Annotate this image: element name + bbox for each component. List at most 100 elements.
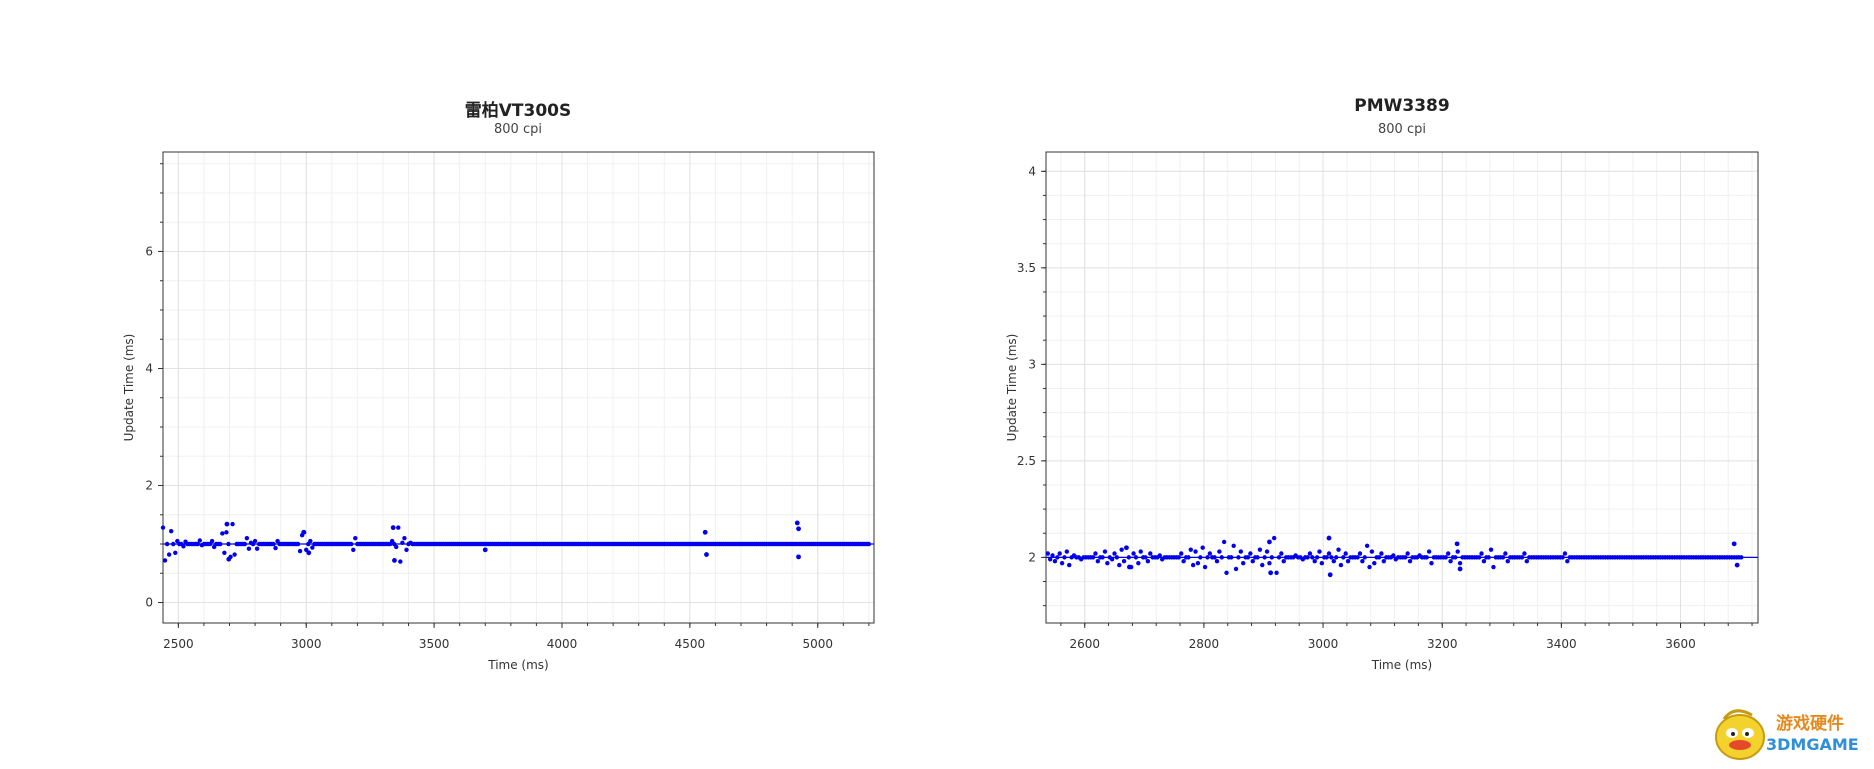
duck-mascot-icon bbox=[1715, 709, 1765, 760]
data-point bbox=[1188, 547, 1193, 552]
data-point bbox=[796, 554, 801, 560]
data-point bbox=[1255, 555, 1260, 560]
data-point bbox=[232, 552, 237, 557]
chart-subtitle: 800 cpi bbox=[1378, 122, 1426, 137]
data-point bbox=[181, 544, 186, 549]
data-point bbox=[1221, 539, 1227, 545]
data-point bbox=[1245, 555, 1251, 560]
x-tick-label: 2500 bbox=[163, 637, 194, 651]
data-point bbox=[1739, 555, 1744, 560]
data-point bbox=[1064, 549, 1070, 554]
data-point bbox=[1429, 560, 1434, 566]
data-point bbox=[1481, 559, 1487, 564]
data-point bbox=[1176, 555, 1182, 560]
data-point bbox=[1317, 549, 1322, 554]
data-point bbox=[295, 541, 301, 547]
data-point bbox=[1505, 559, 1510, 564]
data-point bbox=[1136, 560, 1141, 566]
data-point bbox=[271, 541, 276, 547]
data-point bbox=[1381, 559, 1387, 564]
data-point bbox=[226, 556, 232, 562]
data-point bbox=[1090, 555, 1096, 560]
data-point bbox=[1260, 562, 1265, 568]
data-point bbox=[1310, 555, 1315, 560]
data-point bbox=[1241, 560, 1246, 566]
data-point bbox=[1379, 551, 1384, 556]
data-point bbox=[1341, 555, 1346, 560]
data-point bbox=[1207, 551, 1213, 556]
data-point bbox=[1055, 555, 1060, 560]
x-tick-label: 3000 bbox=[291, 637, 322, 651]
watermark-text-en: 3DMGAME bbox=[1766, 735, 1859, 754]
data-point bbox=[351, 547, 356, 553]
data-point bbox=[1276, 555, 1282, 560]
data-point bbox=[1059, 560, 1065, 566]
data-point bbox=[1050, 553, 1055, 558]
data-point bbox=[1148, 551, 1153, 556]
data-point bbox=[1212, 555, 1217, 560]
data-point bbox=[1262, 555, 1267, 560]
scatter-chart-right: 2600 2800 3000 3200 3400 3600 2 2.5 3 3.5 4 Time (m… bbox=[1005, 151, 1759, 672]
data-point bbox=[168, 528, 174, 534]
data-point bbox=[1214, 559, 1220, 564]
data-point bbox=[1360, 559, 1365, 564]
watermark-logo: 游戏硬件 3DMGAME bbox=[1704, 697, 1859, 767]
data-point bbox=[1102, 549, 1108, 554]
data-point bbox=[1391, 553, 1396, 558]
data-point bbox=[197, 538, 203, 543]
data-point bbox=[162, 558, 168, 563]
data-point bbox=[1114, 555, 1120, 560]
chart-subtitle: 800 cpi bbox=[494, 122, 542, 137]
data-point bbox=[220, 531, 225, 536]
data-point bbox=[1126, 555, 1132, 560]
data-point bbox=[1457, 566, 1463, 572]
data-point bbox=[1488, 547, 1494, 552]
x-tick-label: 3600 bbox=[1665, 637, 1696, 651]
data-point bbox=[246, 546, 252, 551]
data-point bbox=[1519, 555, 1525, 560]
data-point bbox=[1426, 549, 1432, 554]
y-tick-label: 2.5 bbox=[1017, 454, 1036, 468]
data-point bbox=[392, 557, 397, 563]
data-point bbox=[1274, 570, 1279, 576]
data-point bbox=[1145, 559, 1151, 564]
data-point bbox=[1454, 541, 1460, 547]
data-point bbox=[1267, 560, 1272, 566]
data-point bbox=[1345, 559, 1351, 564]
y-tick-label: 4 bbox=[1028, 164, 1036, 178]
data-point bbox=[1491, 564, 1496, 570]
x-tick-label: 3500 bbox=[419, 637, 450, 651]
data-point bbox=[402, 535, 407, 541]
data-point bbox=[301, 529, 307, 535]
plot-area bbox=[1046, 152, 1758, 623]
data-point bbox=[390, 525, 396, 531]
data-point bbox=[1133, 555, 1139, 560]
data-point bbox=[1179, 551, 1184, 556]
data-point bbox=[1369, 549, 1375, 554]
data-point bbox=[195, 541, 200, 547]
data-point bbox=[349, 541, 354, 547]
data-point bbox=[1367, 564, 1372, 570]
data-point bbox=[1333, 555, 1339, 560]
x-tick-label: 3200 bbox=[1427, 637, 1458, 651]
data-point bbox=[1217, 549, 1222, 554]
data-point bbox=[1186, 555, 1191, 560]
data-point bbox=[1560, 555, 1565, 560]
x-axis-label: Time (ms) bbox=[487, 658, 549, 672]
data-point bbox=[1524, 559, 1530, 564]
data-point bbox=[1269, 555, 1275, 560]
data-point bbox=[1314, 555, 1320, 560]
data-point bbox=[1326, 551, 1332, 556]
data-point bbox=[1343, 551, 1348, 556]
data-point bbox=[1193, 549, 1198, 554]
data-point bbox=[1479, 551, 1484, 556]
data-point bbox=[230, 521, 235, 527]
data-point bbox=[796, 526, 801, 532]
y-tick-label: 2 bbox=[1028, 550, 1036, 564]
y-tick-label: 2 bbox=[145, 479, 153, 493]
data-point bbox=[1312, 559, 1317, 564]
data-point bbox=[1281, 559, 1286, 564]
data-point bbox=[1443, 555, 1448, 560]
data-point bbox=[1219, 555, 1224, 560]
data-point bbox=[1329, 555, 1334, 560]
